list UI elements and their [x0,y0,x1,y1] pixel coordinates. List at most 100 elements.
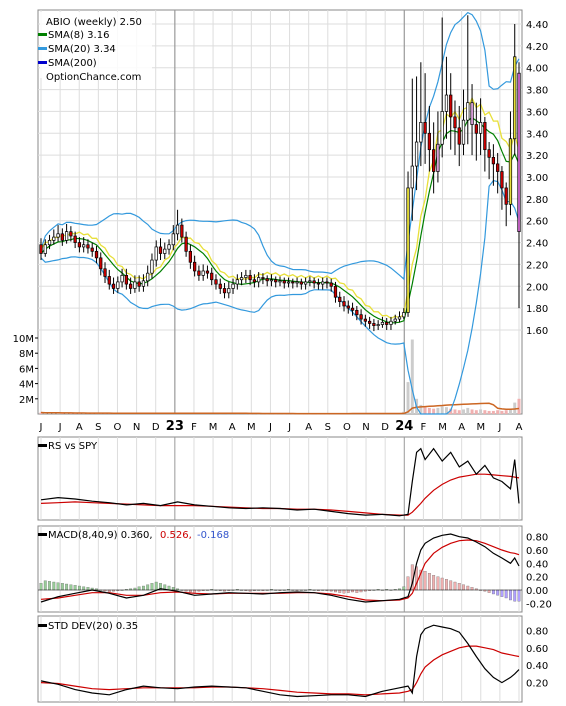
macd-histogram-bar [82,586,86,591]
candle-body [141,280,146,287]
candle-body [218,283,222,289]
candle-body [278,280,282,283]
x-tick-label: O [343,422,351,433]
candle-body [146,272,150,282]
candle-body [99,257,103,270]
macd-histogram-bar [513,589,517,602]
price-y-tick-label: 3.00 [526,173,548,184]
x-axis-ticks: J J A S O N D 23 F M A M J J A S O N D 24 F M A M J A [39,419,523,434]
candle-body [150,259,154,274]
x-tick-label: O [114,422,122,433]
price-y-tick-label: 1.60 [526,326,548,337]
x-tick-label: J [497,422,501,433]
candle-body [116,281,120,289]
volume-bar [462,409,465,414]
volume-bar [432,408,436,414]
stddev-panel: 0.80 0.60 0.40 0.20 STD DEV(20) 0.35 [37,615,548,703]
volume-bar [423,407,427,414]
candle-body [56,233,60,238]
x-tick-label: A [516,422,523,433]
candle-body [436,143,440,172]
candle-body [163,248,167,254]
candle-body [261,277,265,279]
macd-histogram-bar [86,587,90,591]
volume-y-tick-label: 10M [13,334,34,345]
x-tick-label: M [209,422,218,433]
candle-body [43,244,47,254]
candle-body [402,312,406,318]
candle-body [94,250,99,259]
candle-body [248,275,252,281]
candle-body [201,270,205,276]
candle-body [453,116,457,129]
candle-body [461,119,466,145]
volume-bar [508,409,512,414]
x-tick-label: M [438,422,447,433]
candle-body [60,233,64,241]
candle-body [69,231,73,237]
candle-body [299,281,303,285]
candle-body [77,242,82,248]
candle-body [73,235,77,243]
candle-body [265,278,269,282]
candle-body [427,132,431,151]
volume-bar [427,407,431,414]
macd-histogram-bar [43,580,47,591]
bollinger-upper-band [40,11,520,281]
macd-histogram-bar [517,589,521,602]
price-y-tick-label: 3.20 [526,151,548,162]
volume-bar [491,410,495,414]
macd-histogram-bar [406,576,410,591]
candle-body [154,246,158,261]
envelope-line [40,96,520,320]
legend-swatch-sma8 [38,33,47,36]
stddev-y-tick-label: 0.20 [526,679,548,690]
x-tick-label: F [421,422,427,433]
volume-bar [453,409,457,414]
candle-body [64,231,69,241]
macd-histogram-bar [440,577,444,591]
candlesticks [39,15,521,332]
macd-histogram-bar [346,589,350,593]
x-tick-label: A [76,422,83,433]
candle-body [487,149,491,158]
candle-body [227,288,231,294]
candle-body [111,283,116,289]
candle-body [210,272,214,281]
macd-histogram [38,564,522,602]
stddev-y-tick-label: 0.40 [526,661,548,672]
macd-histogram-bar [487,589,491,593]
candle-body [338,296,342,302]
x-tick-label: J [287,422,291,433]
candle-body [244,275,248,278]
candle-body [129,283,133,289]
macd-line [40,533,520,603]
candle-body [376,324,380,326]
candle-body [286,281,291,284]
volume-average-line [40,402,520,415]
candle-body [82,244,86,248]
macd-title: MACD(8,40,9) 0.360, [48,530,153,541]
volume-bar [487,410,491,414]
x-tick-label: 23 [166,419,184,434]
volume-bar [444,407,448,414]
volume-bar [419,404,423,414]
legend-swatch-sma200 [38,61,47,64]
candle-body [321,281,325,285]
rs-title: RS vs SPY [48,441,98,452]
bollinger-lower-band [40,179,520,415]
macd-y-tick-label: 0.40 [526,559,548,570]
candle-body [137,281,141,287]
x-tick-label: N [133,422,140,433]
macd-y-tick-label: 0.20 [526,573,548,584]
x-tick-label: S [325,422,331,433]
candle-body [107,276,111,285]
candle-body [457,127,461,145]
candle-body [325,281,329,284]
candle-body [440,111,444,145]
price-y-tick-label: 4.20 [526,42,548,53]
rs-gridlines [40,437,520,520]
candle-body [158,246,163,254]
price-y-tick-label: 2.20 [526,260,548,271]
macd-y-tick-label: 0.60 [526,546,548,557]
